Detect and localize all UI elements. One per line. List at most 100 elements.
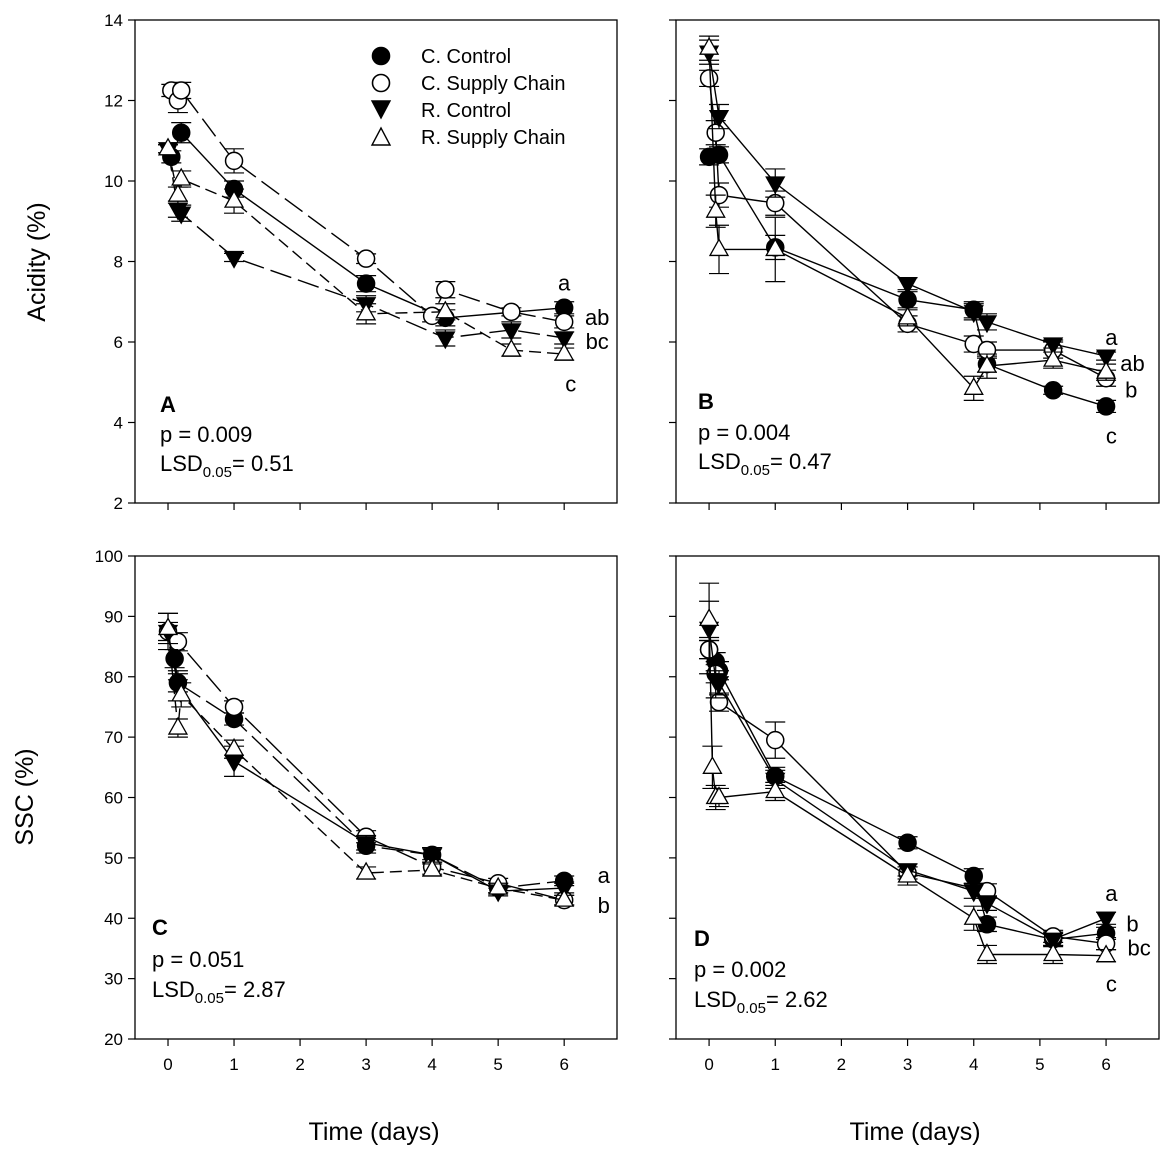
legend-label: R. Supply Chain [421,127,566,149]
legend-entry-c-supply-chain: C. Supply Chain [371,73,566,95]
series-line-c-control [708,154,1107,408]
data-point [554,312,574,332]
data-point [765,176,786,195]
y-tick-label: 50 [104,849,123,868]
x-tick-label: 4 [969,1055,978,1074]
data-point [355,836,377,855]
data-point [1095,944,1117,963]
data-point [1096,397,1116,416]
series-line-r-supply-chain [167,628,565,901]
data-point [765,780,786,799]
series-line-r-supply-chain [708,48,1107,390]
data-point [1095,911,1117,930]
legend: C. Control C. Supply Chain R. Control R.… [370,46,566,149]
data-point [436,280,455,299]
data-point [708,786,730,805]
y-tick-label: 40 [104,909,123,928]
y-tick-label: 60 [104,789,123,808]
series-r-control [157,612,575,903]
series-r-supply-chain [698,600,1117,965]
legend-marker-triangle-down [370,100,392,120]
legend-label: C. Supply Chain [421,73,566,95]
data-point [157,137,179,156]
panel-letter: A [160,392,176,417]
data-point [1043,381,1063,400]
data-point [157,617,179,636]
x-tick-label: 1 [771,1055,780,1074]
series-line-c-supply-chain [708,78,1107,379]
legend-marker-circle-open [371,73,391,93]
significance-letter: ab [1120,351,1144,376]
data-point [223,737,245,756]
significance-letter: c [1106,424,1117,449]
data-point [1043,348,1064,367]
data-point [708,238,730,257]
data-point [709,692,729,712]
significance-letter: b [1126,911,1138,936]
data-point [699,69,719,88]
x-tick-label: 2 [837,1055,846,1074]
y-tick-label: 6 [114,333,123,352]
x-axis-title-left: Time (days) [308,1118,439,1146]
x-tick-label: 6 [1101,1055,1110,1074]
legend-label: C. Control [421,46,511,68]
significance-letter: a [558,271,571,296]
data-point [171,206,192,225]
data-point [167,716,189,735]
data-point [422,858,443,877]
data-point [698,36,720,55]
data-point [765,238,786,257]
legend-marker-triangle-up [370,126,392,146]
y-tick-label: 10 [104,172,123,191]
data-point [488,876,509,895]
data-point [167,183,189,202]
data-point [709,145,729,165]
data-point [698,608,720,627]
legend-entry-r-supply-chain: R. Supply Chain [370,126,566,149]
significance-letter: ab [585,305,609,330]
x-tick-label: 5 [493,1055,502,1074]
series-r-supply-chain [698,35,1117,401]
lsd-value: LSD0.05= 2.62 [694,987,828,1017]
y-tick-label: 90 [104,607,123,626]
series-c-control [699,639,1117,949]
data-point [1043,943,1064,962]
x-tick-label: 4 [427,1055,436,1074]
data-point [422,848,443,867]
p-value: p = 0.009 [160,422,252,447]
legend-entry-c-control: C. Control [371,46,511,68]
p-value: p = 0.051 [152,947,244,972]
data-point [976,315,998,334]
x-tick-label: 1 [229,1055,238,1074]
significance-letter: a [598,863,611,888]
panel-letter: D [694,926,710,951]
series-line-r-supply-chain [167,148,565,355]
y-axis-title-acidity: Acidity (%) [23,202,51,321]
series-line-c-supply-chain [167,631,565,901]
x-tick-label: 5 [1035,1055,1044,1074]
x-axis-title-right: Time (days) [849,1118,980,1146]
data-point [897,306,918,325]
y-tick-label: 70 [104,728,123,747]
data-point [963,305,984,324]
data-point [1095,349,1117,368]
series-r-control [698,582,1117,951]
significance-letter: c [1106,972,1117,997]
series-line-r-control [708,628,1107,941]
data-point [355,861,377,880]
significance-letter: a [1105,881,1118,906]
data-point [1043,337,1064,356]
data-point [224,697,244,717]
data-point [554,888,575,907]
p-value: p = 0.004 [698,420,790,445]
panel-letter: C [152,915,168,940]
data-point [963,376,984,395]
y-tick-label: 14 [104,11,123,30]
data-point [171,81,191,100]
lsd-value: LSD0.05= 0.51 [160,451,294,481]
y-tick-label: 100 [95,547,123,566]
series-r-supply-chain [157,612,575,907]
